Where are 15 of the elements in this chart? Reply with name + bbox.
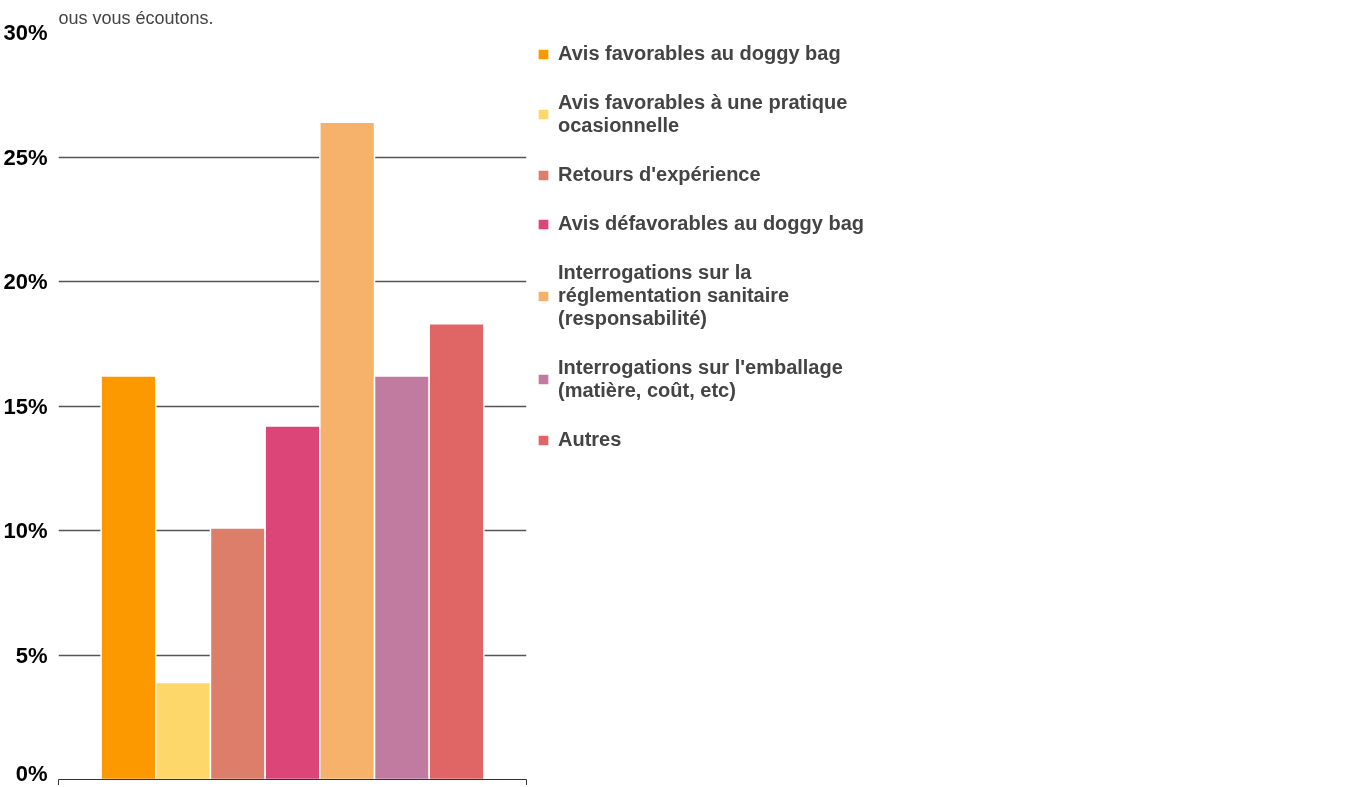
legend-label: Retours d'expérience <box>558 163 761 186</box>
y-tick-label: 20% <box>3 269 48 294</box>
y-tick-label: 10% <box>3 518 48 543</box>
y-tick-label: 25% <box>3 144 48 170</box>
legend-label: Avis favorables au doggy bag <box>558 42 841 65</box>
legend-label: Interrogations sur la réglementation sanitaire (responsabilité) <box>558 261 790 330</box>
legend-label: Avis favorables à une pratique ocasionnelle <box>558 91 848 137</box>
legend-label: Interrogations sur l'emballage (matière, coût, etc) <box>558 356 843 402</box>
y-tick-label: 0% <box>15 760 48 786</box>
y-tick-label: 30% <box>3 20 48 45</box>
legend-label: Avis défavorables au doggy bag <box>558 212 865 235</box>
y-tick-label: 5% <box>15 642 48 668</box>
legend-label: Autres <box>558 428 622 451</box>
chart-title: ous vous écoutons. <box>58 7 214 28</box>
y-tick-label: 15% <box>3 393 48 419</box>
